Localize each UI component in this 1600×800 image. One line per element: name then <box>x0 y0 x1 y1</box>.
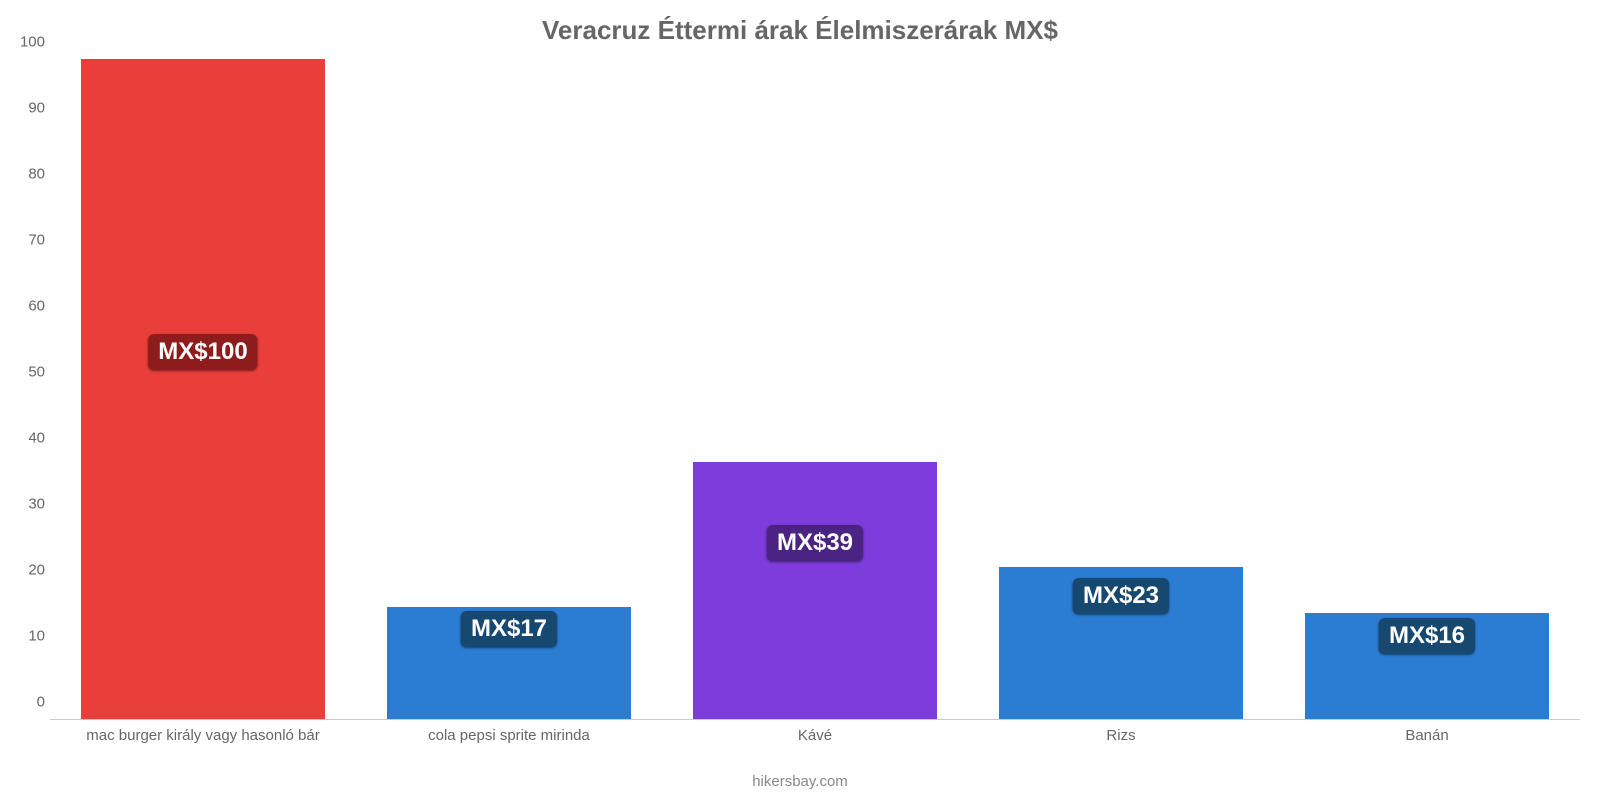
chart-title: Veracruz Éttermi árak Élelmiszerárak MX$ <box>0 15 1600 46</box>
bar-slot: MX$100mac burger király vagy hasonló bár <box>50 59 356 719</box>
price-bar-chart: Veracruz Éttermi árak Élelmiszerárak MX$… <box>0 0 1600 800</box>
bar-slot: MX$23Rizs <box>968 59 1274 719</box>
x-label: mac burger király vagy hasonló bár <box>86 727 319 744</box>
x-label: Rizs <box>1106 727 1135 744</box>
y-tick: 30 <box>10 496 45 513</box>
bar-slot: MX$17cola pepsi sprite mirinda <box>356 59 662 719</box>
x-label: Kávé <box>798 727 832 744</box>
y-tick: 100 <box>10 34 45 51</box>
y-tick: 50 <box>10 364 45 381</box>
bar <box>693 462 938 719</box>
y-tick: 10 <box>10 628 45 645</box>
value-badge: MX$17 <box>461 611 557 647</box>
chart-caption: hikersbay.com <box>0 773 1600 790</box>
plot-area: 0102030405060708090100MX$100mac burger k… <box>50 60 1580 720</box>
bar-slot: MX$39Kávé <box>662 59 968 719</box>
y-tick: 70 <box>10 232 45 249</box>
y-tick: 0 <box>10 694 45 711</box>
y-tick: 90 <box>10 100 45 117</box>
bar <box>81 59 326 719</box>
y-tick: 60 <box>10 298 45 315</box>
y-tick: 20 <box>10 562 45 579</box>
bar-slot: MX$16Banán <box>1274 59 1580 719</box>
x-label: Banán <box>1405 727 1448 744</box>
x-label: cola pepsi sprite mirinda <box>428 727 590 744</box>
y-tick: 40 <box>10 430 45 447</box>
y-tick: 80 <box>10 166 45 183</box>
value-badge: MX$16 <box>1379 618 1475 654</box>
value-badge: MX$100 <box>148 334 257 370</box>
value-badge: MX$23 <box>1073 578 1169 614</box>
value-badge: MX$39 <box>767 525 863 561</box>
